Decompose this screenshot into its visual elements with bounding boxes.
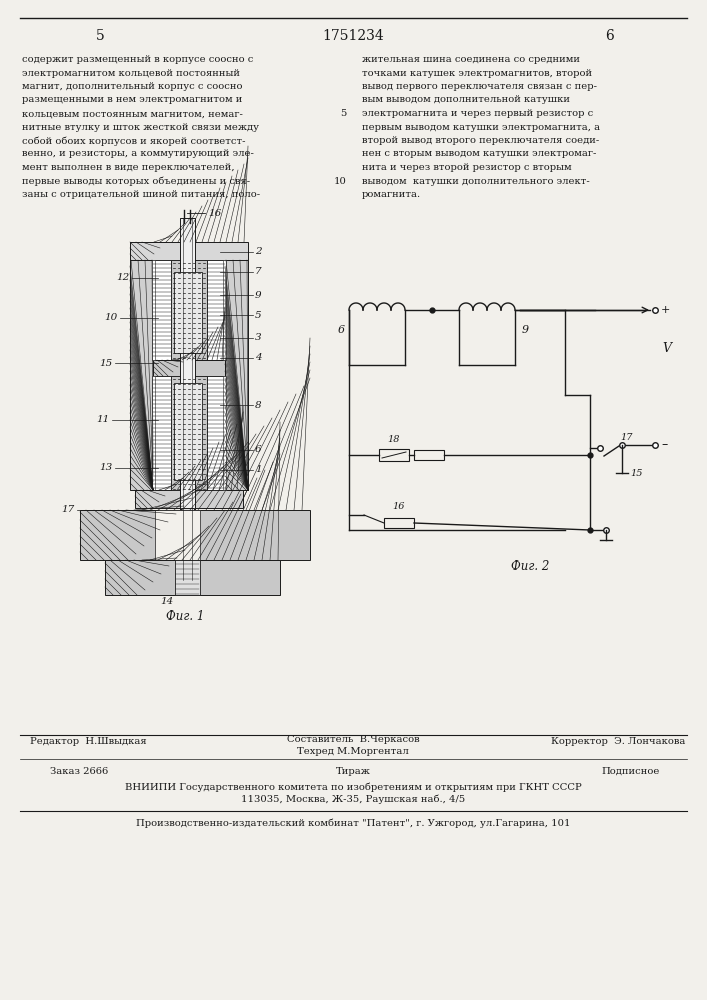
Text: 5: 5	[255, 310, 262, 320]
Bar	[130, 242, 248, 260]
Text: V: V	[662, 342, 672, 355]
Text: второй вывод второго переключателя соеди-: второй вывод второго переключателя соеди…	[362, 136, 600, 145]
Text: ромагнита.: ромагнита.	[362, 190, 421, 199]
Bar	[153, 360, 225, 376]
Text: 1751234: 1751234	[322, 29, 384, 43]
Text: электромагнитом кольцевой постоянный: электромагнитом кольцевой постоянный	[22, 68, 240, 78]
Text: Составитель  В.Черкасов: Составитель В.Черкасов	[286, 736, 419, 744]
Text: 6: 6	[338, 325, 345, 335]
Text: 5: 5	[95, 29, 105, 43]
Text: Редактор  Н.Швыдкая: Редактор Н.Швыдкая	[30, 738, 146, 746]
Text: 5: 5	[341, 109, 347, 118]
Text: нитные втулку и шток жесткой связи между: нитные втулку и шток жесткой связи между	[22, 122, 259, 131]
Bar	[171, 260, 207, 360]
Text: нита и через второй резистор с вторым: нита и через второй резистор с вторым	[362, 163, 572, 172]
Text: 18: 18	[387, 435, 400, 444]
Text: 3: 3	[255, 334, 262, 342]
Text: Техред М.Моргентал: Техред М.Моргентал	[297, 748, 409, 756]
Text: 17: 17	[620, 434, 633, 442]
Bar	[181, 508, 194, 538]
Text: венно, и резисторы, а коммутирующий эле-: венно, и резисторы, а коммутирующий эле-	[22, 149, 254, 158]
Text: 6: 6	[255, 446, 262, 454]
Bar	[152, 376, 155, 490]
Bar	[174, 272, 202, 353]
Bar	[174, 383, 202, 480]
Text: первые выводы которых объединены и свя-: первые выводы которых объединены и свя-	[22, 176, 250, 186]
Text: 12: 12	[117, 273, 130, 282]
Bar	[105, 560, 280, 595]
Text: 13: 13	[100, 464, 113, 473]
Text: 16: 16	[393, 502, 405, 511]
Text: –: –	[661, 438, 667, 452]
Bar	[207, 376, 225, 490]
Text: размещенными в нем электромагнитом и: размещенными в нем электромагнитом и	[22, 96, 243, 104]
Text: нен с вторым выводом катушки электромаг-: нен с вторым выводом катушки электромаг-	[362, 149, 597, 158]
Bar	[207, 260, 225, 360]
Text: выводом  катушки дополнительного элект-: выводом катушки дополнительного элект-	[362, 176, 590, 186]
Bar	[175, 560, 200, 595]
Text: Производственно-издательский комбинат "Патент", г. Ужгород, ул.Гагарина, 101: Производственно-издательский комбинат "П…	[136, 818, 571, 828]
Text: вывод первого переключателя связан с пер-: вывод первого переключателя связан с пер…	[362, 82, 597, 91]
Text: 11: 11	[97, 416, 110, 424]
Bar	[379, 449, 409, 461]
Text: магнит, дополнительный корпус с соосно: магнит, дополнительный корпус с соосно	[22, 82, 243, 91]
Text: Корректор  Э. Лончакова: Корректор Э. Лончакова	[551, 738, 685, 746]
Bar	[155, 510, 200, 560]
Text: 10: 10	[334, 176, 347, 186]
Text: Фиг. 2: Фиг. 2	[511, 560, 549, 573]
Bar	[80, 510, 310, 560]
Text: кольцевым постоянным магнитом, немаг-: кольцевым постоянным магнитом, немаг-	[22, 109, 243, 118]
Text: 7: 7	[255, 267, 262, 276]
Text: 9: 9	[522, 325, 529, 335]
Bar	[130, 260, 153, 490]
Text: 16: 16	[208, 209, 221, 218]
Bar	[225, 260, 248, 490]
Bar	[414, 450, 444, 460]
Text: 15: 15	[630, 468, 643, 478]
Text: 10: 10	[105, 314, 118, 322]
Text: Фиг. 1: Фиг. 1	[166, 610, 204, 623]
Bar	[180, 218, 195, 580]
Bar	[135, 490, 243, 508]
Text: 9: 9	[255, 290, 262, 300]
Text: 17: 17	[62, 506, 75, 514]
Text: точками катушек электромагнитов, второй: точками катушек электромагнитов, второй	[362, 68, 592, 78]
Bar	[152, 260, 155, 360]
Bar	[223, 376, 226, 490]
Text: 1: 1	[255, 466, 262, 475]
Text: Заказ 2666: Заказ 2666	[50, 766, 108, 776]
Text: 113035, Москва, Ж-35, Раушская наб., 4/5: 113035, Москва, Ж-35, Раушская наб., 4/5	[241, 794, 465, 804]
Text: 8: 8	[255, 400, 262, 410]
Text: 14: 14	[160, 597, 174, 606]
Text: вым выводом дополнительной катушки: вым выводом дополнительной катушки	[362, 96, 570, 104]
Text: ВНИИПИ Государственного комитета по изобретениям и открытиям при ГКНТ СССР: ВНИИПИ Государственного комитета по изоб…	[124, 782, 581, 792]
Text: 2: 2	[255, 247, 262, 256]
Text: Тираж: Тираж	[336, 766, 370, 776]
Text: 4: 4	[255, 354, 262, 362]
Text: Подписное: Подписное	[602, 766, 660, 776]
Text: первым выводом катушки электромагнита, а: первым выводом катушки электромагнита, а	[362, 122, 600, 131]
Bar	[384, 518, 414, 528]
Text: содержит размещенный в корпусе соосно с: содержит размещенный в корпусе соосно с	[22, 55, 253, 64]
Text: заны с отрицательной шиной питания, поло-: заны с отрицательной шиной питания, поло…	[22, 190, 260, 199]
Text: жительная шина соединена со средними: жительная шина соединена со средними	[362, 55, 580, 64]
Text: +: +	[661, 305, 670, 315]
Text: мент выполнен в виде переключателей,: мент выполнен в виде переключателей,	[22, 163, 235, 172]
Bar	[153, 260, 171, 360]
Text: собой обоих корпусов и якорей соответст-: собой обоих корпусов и якорей соответст-	[22, 136, 245, 145]
Text: 6: 6	[606, 29, 614, 43]
Bar	[171, 376, 207, 490]
Bar	[153, 376, 171, 490]
Text: электромагнита и через первый резистор с: электромагнита и через первый резистор с	[362, 109, 593, 118]
Bar	[223, 260, 226, 360]
Text: 15: 15	[100, 359, 113, 367]
